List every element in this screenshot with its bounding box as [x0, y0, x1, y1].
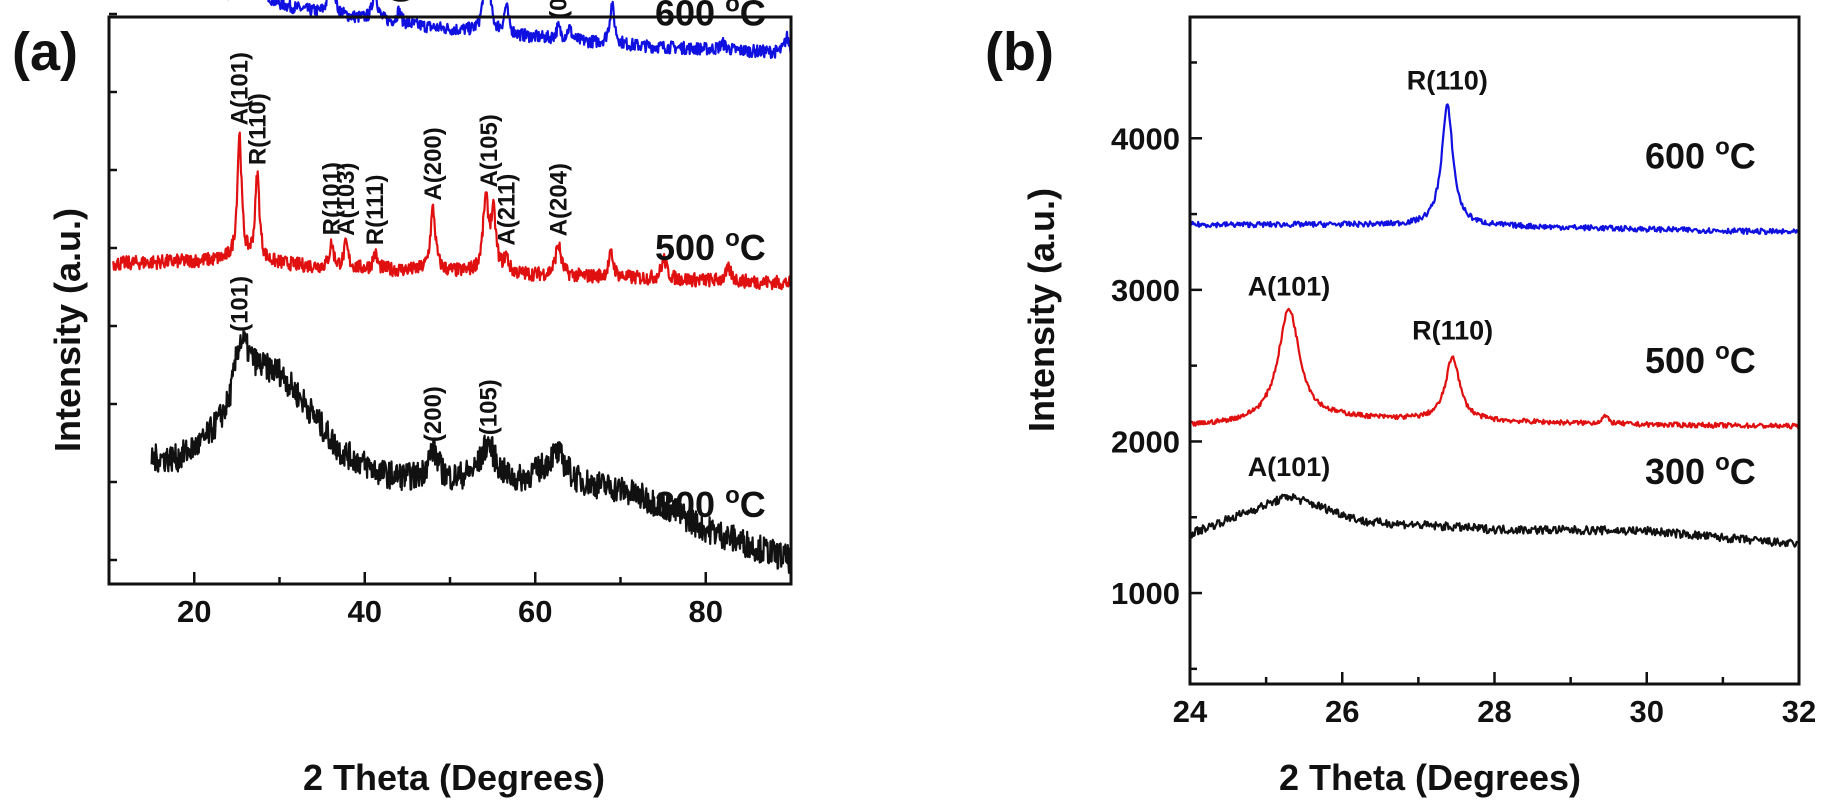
panel-b: (b) Intensity (a.u.) 2 Theta (Degrees) 2…: [985, 15, 1816, 798]
b-ytick-label: 4000: [1111, 121, 1180, 156]
a-xtick-label: 20: [177, 594, 211, 629]
a-xtick-label: 60: [518, 594, 552, 629]
a-series-1-temp-label-degree: o: [725, 225, 740, 252]
a-series-1-temp-label-value: 500: [655, 227, 725, 268]
a-series-2-peak-label: (105): [475, 379, 502, 435]
panel-b-series: [1188, 103, 1800, 548]
b-series-2-temp-label: 300 oC: [1645, 449, 1756, 492]
panel-a: (a) Intensity (a.u.) 2 Theta (Degrees) 2…: [12, 0, 793, 798]
b-xtick-label: 30: [1630, 694, 1664, 729]
a-series-1-peak-label: A(101): [226, 52, 253, 125]
panel-a-series: [112, 0, 792, 574]
panel-b-frame: [1188, 15, 1801, 686]
b-series-0-temp-label: 600 oC: [1645, 134, 1756, 177]
a-series-0-line: [227, 0, 792, 59]
panel-a-ticks: 20 40 60 80: [109, 12, 723, 629]
b-series-1-temp-label: 500 oC: [1645, 338, 1756, 381]
panel-a-xlabel: 2 Theta (Degrees): [303, 757, 605, 798]
a-series-0-peak-label: (002): [545, 0, 572, 19]
panel-a-frame: [107, 15, 793, 586]
b-series-1-temp-label-value: 500: [1645, 340, 1715, 381]
b-ytick-label: 3000: [1111, 273, 1180, 308]
a-series-1-peak-label: A(105): [476, 114, 503, 187]
a-xtick-label: 80: [689, 594, 723, 629]
b-series-2-temp-label-value: 300: [1645, 451, 1715, 492]
a-series-1-line: [112, 131, 792, 291]
a-series-0-temp-label-degree: o: [725, 0, 740, 18]
b-series-2-temp-label-unit: C: [1730, 451, 1756, 492]
a-series-0-peak-label: (210): [386, 0, 413, 3]
a-series-1-temp-label-unit: C: [740, 227, 766, 268]
a-series-1-peak-label: A(204): [545, 163, 572, 236]
a-series-1-peak-label: R(110): [244, 93, 271, 165]
b-series-0-temp-label-value: 600: [1645, 136, 1715, 177]
b-xtick-label: 32: [1782, 694, 1816, 729]
b-series-2-temp-label-degree: o: [1715, 449, 1730, 476]
a-xtick-label: 40: [348, 594, 382, 629]
b-series-0-temp-label-unit: C: [1730, 136, 1756, 177]
a-series-1-peak-label: A(103): [333, 162, 360, 235]
a-series-2-temp-label-value: 300: [655, 484, 725, 525]
a-series-2-temp-label-degree: o: [725, 482, 740, 509]
b-series-1-peak-label: A(101): [1248, 272, 1331, 302]
b-ytick-label: 2000: [1111, 424, 1180, 459]
b-ytick-label: 1000: [1111, 576, 1180, 611]
a-series-1-peak-label: A(211): [493, 174, 520, 246]
a-series-2-peak-label: (200): [420, 386, 447, 442]
a-series-2-line: [150, 329, 792, 574]
b-xtick-label: 24: [1173, 694, 1208, 729]
b-series-0-peak-label: R(110): [1407, 65, 1488, 95]
panel-b-peak-labels: R(110)600 oCA(101)R(110)500 oCA(101) 300 …: [1248, 65, 1756, 491]
b-series-1-peak-label: R(110): [1412, 316, 1493, 346]
a-series-1-temp-label: 500 oC: [655, 225, 766, 268]
panel-a-label: (a): [12, 22, 78, 82]
b-series-0-temp-label-degree: o: [1715, 134, 1730, 161]
a-series-2-temp-label: 300 oC: [655, 482, 766, 525]
a-series-1-peak-label: A(200): [420, 127, 447, 200]
b-xtick-label: 26: [1325, 694, 1359, 729]
panel-a-ylabel: Intensity (a.u.): [47, 208, 88, 452]
b-xtick-label: 28: [1477, 694, 1511, 729]
b-series-2-line: [1188, 493, 1800, 548]
b-series-1-line: [1189, 307, 1800, 430]
panel-b-label: (b): [985, 22, 1054, 82]
b-series-1-temp-label-degree: o: [1715, 338, 1730, 365]
b-series-0-line: [1189, 103, 1799, 236]
b-series-2-peak-label: A(101): [1248, 452, 1331, 482]
a-series-1-peak-label: R(111): [362, 174, 389, 245]
a-series-2-peak-label: (101): [226, 276, 253, 332]
panel-a-peak-labels: (110)(101)(111)(210)(211)(002)600 oCA(10…: [226, 0, 765, 525]
panel-b-ylabel: Intensity (a.u.): [1021, 188, 1062, 432]
a-series-2-temp-label-unit: C: [740, 484, 766, 525]
b-series-1-temp-label-unit: C: [1730, 340, 1756, 381]
panel-b-xlabel: 2 Theta (Degrees): [1279, 757, 1581, 798]
a-series-1-peak-label: R(101): [319, 162, 346, 235]
